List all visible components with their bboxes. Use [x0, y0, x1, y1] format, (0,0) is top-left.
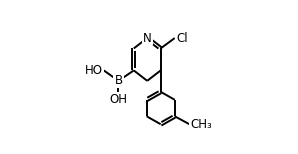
Text: Cl: Cl — [176, 32, 187, 45]
Text: CH₃: CH₃ — [190, 118, 212, 131]
Text: HO: HO — [85, 64, 103, 77]
Text: B: B — [114, 74, 122, 87]
Text: N: N — [143, 32, 152, 45]
Text: OH: OH — [109, 93, 128, 106]
